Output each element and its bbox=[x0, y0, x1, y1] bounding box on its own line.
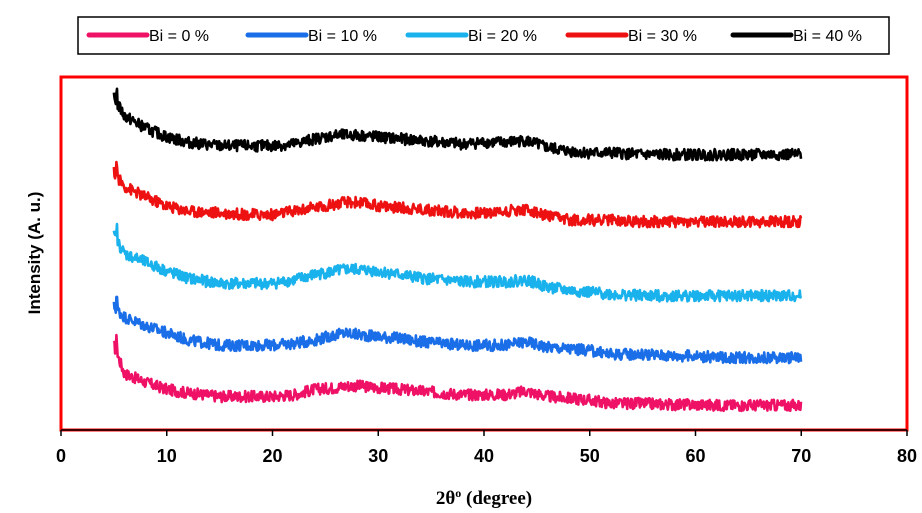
x-tick-label: 20 bbox=[262, 446, 282, 466]
x-axis-label-main: 2θ bbox=[436, 488, 456, 509]
series-line-4 bbox=[112, 160, 803, 229]
x-tick-label: 40 bbox=[474, 446, 494, 466]
series-group bbox=[112, 87, 803, 413]
x-tick-label: 30 bbox=[368, 446, 388, 466]
x-tick-label: 80 bbox=[897, 446, 917, 466]
legend-label-2: Bi = 10 % bbox=[308, 28, 377, 45]
x-tick-label: 50 bbox=[580, 446, 600, 466]
series-line-5 bbox=[112, 87, 803, 162]
legend-label-1: Bi = 0 % bbox=[149, 28, 209, 45]
x-tick-label: 60 bbox=[685, 446, 705, 466]
x-axis-label-sup: o bbox=[455, 486, 461, 500]
series-line-1 bbox=[112, 333, 803, 413]
x-tick-group: 0 10 20 30 40 50 60 70 80 bbox=[56, 430, 917, 466]
legend-label-4: Bi = 30 % bbox=[628, 28, 697, 45]
legend-label-5: Bi = 40 % bbox=[793, 28, 862, 45]
x-tick-label: 10 bbox=[157, 446, 177, 466]
x-tick-label: 0 bbox=[56, 446, 66, 466]
series-line-3 bbox=[112, 222, 803, 303]
series-line-2 bbox=[112, 295, 803, 365]
legend: Bi = 0 % Bi = 10 % Bi = 20 % Bi = 30 % Bi = … bbox=[77, 16, 890, 55]
y-axis-label: Intensity (A. u.) bbox=[25, 192, 44, 315]
legend-label-3: Bi = 20 % bbox=[468, 28, 537, 45]
plot-area-border bbox=[59, 75, 909, 432]
x-axis-label: 2θo (degree) bbox=[436, 486, 532, 509]
x-axis-label-rest: (degree) bbox=[461, 488, 532, 509]
x-tick-label: 70 bbox=[791, 446, 811, 466]
